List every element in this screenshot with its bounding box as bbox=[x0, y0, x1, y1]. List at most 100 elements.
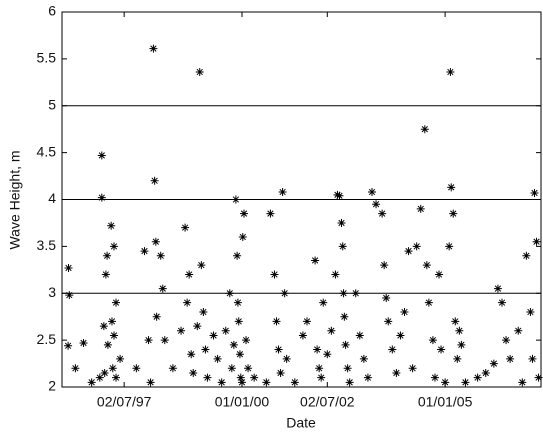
point bbox=[149, 44, 158, 53]
point bbox=[238, 233, 247, 241]
point bbox=[461, 378, 470, 387]
point bbox=[234, 317, 243, 326]
point bbox=[158, 284, 167, 293]
point bbox=[160, 336, 169, 345]
point bbox=[534, 373, 543, 382]
point bbox=[396, 331, 405, 340]
point bbox=[502, 336, 511, 345]
x-tick-label: 02/07/02 bbox=[300, 394, 355, 410]
point bbox=[528, 354, 537, 363]
point bbox=[392, 368, 401, 377]
point bbox=[424, 298, 433, 307]
point bbox=[97, 151, 106, 160]
point bbox=[203, 373, 212, 382]
point bbox=[231, 195, 240, 204]
point bbox=[372, 200, 381, 209]
point bbox=[240, 209, 249, 218]
point bbox=[453, 354, 462, 363]
point bbox=[152, 312, 161, 321]
x-tick-label: 01/01/00 bbox=[215, 394, 270, 410]
point bbox=[274, 345, 283, 354]
point bbox=[339, 289, 348, 298]
y-tick-label: 3.5 bbox=[37, 237, 57, 253]
point bbox=[449, 209, 458, 218]
point bbox=[189, 368, 198, 377]
point bbox=[217, 378, 226, 387]
point bbox=[278, 188, 287, 196]
point bbox=[351, 289, 360, 298]
y-tick-label: 5 bbox=[48, 96, 56, 112]
point bbox=[317, 373, 326, 382]
point bbox=[416, 204, 425, 213]
point bbox=[107, 221, 116, 230]
point bbox=[209, 331, 218, 340]
point bbox=[237, 378, 246, 387]
point bbox=[437, 345, 446, 354]
point bbox=[455, 326, 464, 335]
point bbox=[430, 373, 439, 382]
point bbox=[420, 125, 429, 134]
point bbox=[99, 322, 108, 331]
point bbox=[244, 364, 253, 373]
point bbox=[233, 298, 242, 307]
point bbox=[87, 378, 96, 387]
point bbox=[302, 317, 311, 326]
point bbox=[518, 378, 527, 387]
point bbox=[242, 336, 251, 345]
y-tick-label: 4.5 bbox=[37, 143, 57, 159]
point bbox=[290, 378, 299, 387]
point bbox=[489, 359, 498, 368]
y-tick-label: 6 bbox=[48, 3, 56, 19]
point bbox=[435, 270, 444, 279]
point bbox=[355, 331, 364, 340]
point bbox=[144, 336, 153, 345]
point bbox=[319, 298, 328, 307]
point bbox=[262, 378, 271, 387]
point bbox=[282, 354, 291, 363]
point bbox=[71, 364, 80, 373]
point bbox=[473, 373, 482, 382]
x-axis-label: Date bbox=[286, 415, 316, 431]
point bbox=[526, 308, 535, 316]
point bbox=[100, 368, 109, 377]
point bbox=[382, 293, 391, 302]
point bbox=[103, 251, 112, 260]
point bbox=[412, 242, 421, 251]
point bbox=[359, 354, 368, 363]
point bbox=[335, 191, 344, 200]
point bbox=[187, 350, 196, 359]
point bbox=[408, 364, 417, 373]
point bbox=[337, 218, 346, 227]
point bbox=[64, 263, 73, 272]
point bbox=[235, 350, 244, 359]
point bbox=[233, 251, 242, 260]
point bbox=[445, 242, 454, 251]
point bbox=[315, 364, 324, 373]
point bbox=[327, 326, 336, 335]
point bbox=[65, 291, 74, 300]
y-tick-label: 5.5 bbox=[37, 50, 57, 66]
point bbox=[451, 317, 460, 326]
point bbox=[132, 364, 141, 373]
point bbox=[380, 261, 389, 270]
point bbox=[199, 308, 208, 316]
point bbox=[384, 317, 393, 326]
x-tick-label: 02/07/97 bbox=[97, 394, 152, 410]
point bbox=[168, 364, 177, 373]
point bbox=[404, 247, 413, 256]
point bbox=[197, 261, 206, 270]
point bbox=[447, 183, 456, 192]
point bbox=[250, 373, 259, 382]
point bbox=[298, 331, 307, 340]
point bbox=[323, 350, 332, 359]
point bbox=[116, 354, 125, 363]
point bbox=[64, 341, 73, 350]
point bbox=[378, 209, 387, 218]
y-tick-label: 4 bbox=[48, 190, 56, 206]
point bbox=[193, 322, 202, 331]
point bbox=[95, 373, 104, 382]
y-axis-label: Wave Height, m bbox=[7, 150, 23, 249]
point bbox=[333, 190, 342, 199]
